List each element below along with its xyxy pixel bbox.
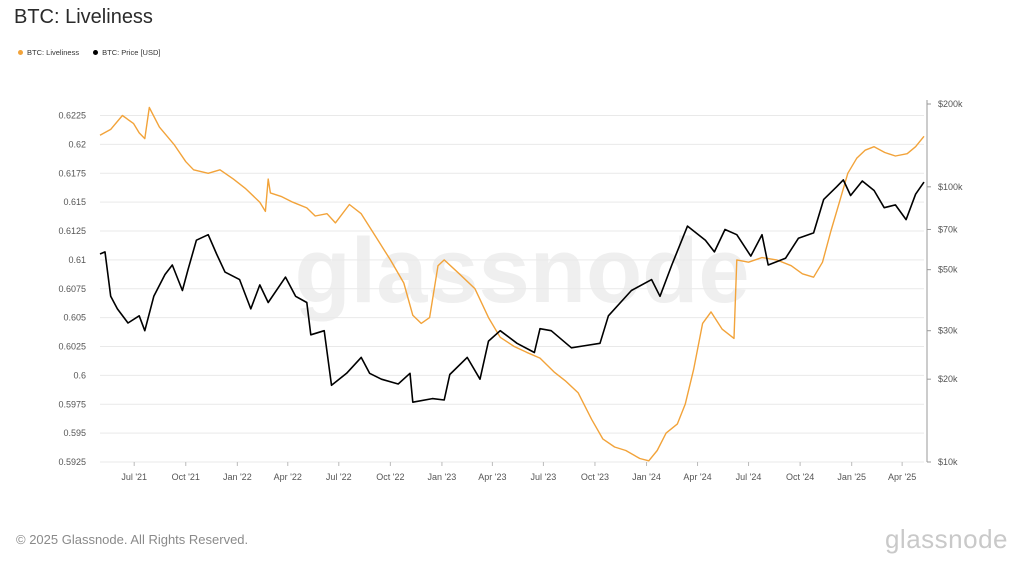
x-tick-label: Oct '22 — [376, 472, 404, 482]
x-tick-label: Jul '23 — [531, 472, 557, 482]
x-tick-label: Jan '25 — [837, 472, 866, 482]
y-tick-label-right: $50k — [938, 265, 958, 275]
y-tick-label-left: 0.615 — [63, 197, 86, 207]
legend-item-price[interactable]: BTC: Price [USD] — [93, 48, 160, 57]
y-tick-label-left: 0.6125 — [58, 226, 86, 236]
y-tick-label-right: $20k — [938, 374, 958, 384]
y-tick-label-right: $200k — [938, 99, 963, 109]
y-tick-label-right: $70k — [938, 224, 958, 234]
y-tick-label-right: $30k — [938, 326, 958, 336]
legend-swatch-liveliness — [18, 50, 23, 55]
y-tick-label-left: 0.6 — [73, 370, 86, 380]
legend-label-liveliness: BTC: Liveliness — [27, 48, 80, 57]
x-tick-label: Jul '21 — [121, 472, 147, 482]
legend-swatch-price — [93, 50, 99, 55]
y-tick-label-left: 0.6075 — [58, 284, 86, 294]
watermark-text: glassnode — [294, 220, 749, 322]
x-tick-label: Apr '22 — [274, 472, 302, 482]
x-tick-label: Apr '24 — [683, 472, 711, 482]
x-tick-label: Apr '23 — [478, 472, 506, 482]
series-line-liveliness — [99, 106, 925, 462]
y-tick-label-left: 0.5925 — [58, 457, 86, 467]
legend-item-liveliness[interactable]: BTC: Liveliness — [18, 48, 79, 57]
y-tick-label-left: 0.6175 — [58, 168, 86, 178]
y-tick-label-left: 0.5975 — [58, 399, 86, 409]
copyright-text: © 2025 Glassnode. All Rights Reserved. — [16, 532, 249, 547]
x-tick-label: Oct '24 — [786, 472, 814, 482]
y-tick-label-left: 0.62 — [68, 139, 86, 149]
x-tick-label: Jan '22 — [223, 472, 252, 482]
x-tick-label: Jan '23 — [428, 472, 457, 482]
x-tick-label: Jul '24 — [736, 472, 762, 482]
y-tick-label-right: $10k — [938, 457, 958, 467]
chart-legend: BTC: Liveliness BTC: Price [USD] — [18, 48, 160, 57]
x-tick-label: Apr '25 — [888, 472, 916, 482]
y-tick-label-left: 0.61 — [68, 255, 86, 265]
y-tick-label-left: 0.595 — [63, 428, 86, 438]
y-tick-label-left: 0.6025 — [58, 342, 86, 352]
x-tick-label: Oct '21 — [172, 472, 200, 482]
chart-title: BTC: Liveliness — [14, 6, 153, 28]
chart-canvas: glassnode 0.6225 0.62 0.6175 0.615 0.6125 0.61… — [58, 99, 963, 482]
x-tick-label: Jul '22 — [326, 472, 352, 482]
y-tick-label-right: $100k — [938, 182, 963, 192]
glassnode-logo: glassnode — [884, 524, 1008, 554]
y-tick-label-left: 0.6225 — [58, 111, 86, 121]
y-tick-label-left: 0.605 — [63, 313, 86, 323]
series-line-price — [99, 179, 925, 404]
x-tick-label: Oct '23 — [581, 472, 609, 482]
x-tick-label: Jan '24 — [632, 472, 661, 482]
legend-label-price: BTC: Price [USD] — [102, 48, 161, 57]
